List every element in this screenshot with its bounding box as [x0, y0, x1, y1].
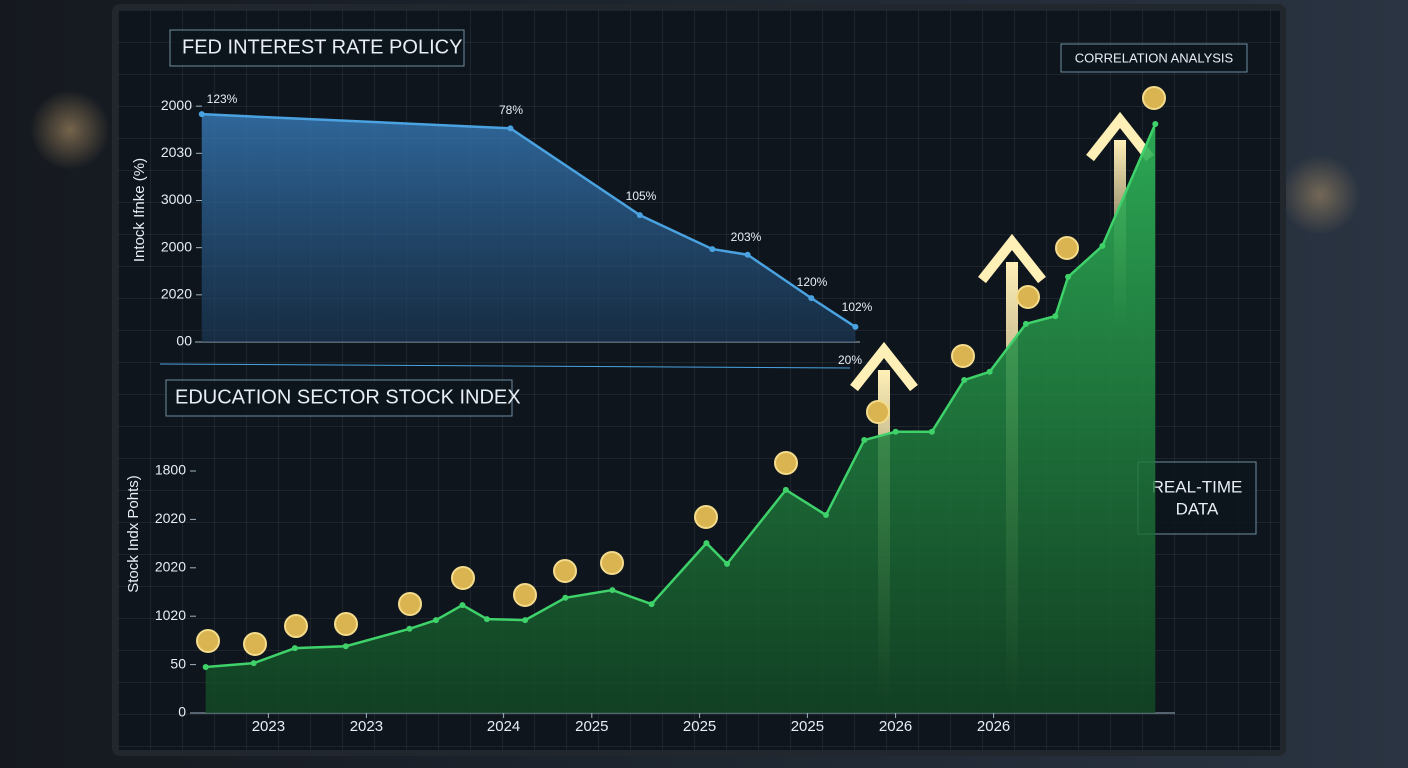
coin	[284, 614, 308, 638]
x-tick-label: 2024	[487, 718, 520, 735]
data-point	[961, 377, 968, 384]
data-point	[432, 617, 439, 624]
coin	[600, 551, 624, 575]
coin	[553, 559, 577, 583]
chart-title: EDUCATION SECTOR STOCK INDEX	[175, 386, 521, 408]
y-axis-label: Stock Indx Pohts)	[125, 475, 142, 593]
data-point	[808, 295, 815, 302]
panel-label: CORRELATION ANALYSIS	[1075, 50, 1234, 65]
annotation: 20%	[838, 353, 862, 367]
data-point	[709, 246, 716, 253]
data-point	[291, 645, 298, 652]
label-box	[1137, 461, 1257, 535]
title-box	[165, 379, 513, 417]
y-tick-label: 1800	[155, 462, 186, 478]
x-tick-label: 2023	[350, 718, 383, 735]
data-point	[724, 560, 731, 567]
data-point	[342, 643, 349, 650]
data-point	[852, 323, 859, 330]
data-point	[1022, 320, 1029, 327]
panel-label: REAL-TIME	[1152, 477, 1243, 496]
coin	[1142, 86, 1166, 110]
chart-title: FED INTEREST RATE POLICY	[182, 36, 462, 58]
y-tick-label: 2020	[155, 559, 186, 575]
data-point	[861, 437, 868, 444]
y-tick-label: 2030	[161, 144, 192, 160]
data-point	[1065, 273, 1072, 280]
y-tick-label: 00	[176, 333, 192, 349]
x-tick-label: 2025	[575, 718, 608, 735]
data-point	[892, 428, 899, 435]
coin	[451, 566, 475, 590]
data-point	[522, 617, 529, 624]
coin	[774, 451, 798, 475]
coin	[694, 505, 718, 529]
data-point	[782, 486, 789, 493]
data-point	[986, 368, 993, 375]
annotation: 203%	[731, 230, 762, 244]
y-tick-label: 2000	[161, 238, 192, 254]
data-point	[703, 540, 710, 547]
x-tick-label: 2023	[252, 718, 285, 735]
data-point	[928, 428, 935, 435]
coin	[1016, 285, 1040, 309]
data-point	[1099, 242, 1106, 249]
y-tick-label: 2020	[155, 510, 186, 526]
annotation: 102%	[842, 300, 873, 314]
data-point	[744, 251, 751, 258]
y-tick-label: 1020	[155, 607, 186, 623]
y-tick-label: 2020	[161, 286, 192, 302]
separator	[159, 363, 851, 369]
x-tick-label: 2026	[879, 718, 912, 735]
coin	[334, 612, 358, 636]
y-tick-label: 50	[170, 655, 186, 671]
data-point	[562, 594, 569, 601]
coin	[866, 400, 890, 424]
glow-arrow-head	[1086, 111, 1154, 162]
annotation: 105%	[626, 189, 657, 203]
data-point	[609, 587, 616, 594]
coin	[243, 632, 267, 656]
panel-label: DATA	[1176, 499, 1219, 518]
line	[205, 123, 1157, 669]
data-point	[823, 512, 830, 519]
x-tick-label: 2025	[683, 718, 716, 735]
label-box	[1060, 43, 1248, 73]
x-tick-label: 2026	[977, 718, 1010, 735]
data-point	[483, 616, 490, 623]
data-point	[507, 125, 514, 132]
glow-arrow-head	[850, 341, 918, 392]
annotation: 123%	[207, 92, 238, 106]
area-fill	[205, 123, 1156, 714]
annotation: 78%	[499, 103, 523, 117]
data-point	[406, 625, 413, 632]
area-fill	[201, 114, 856, 342]
data-point	[648, 601, 655, 608]
data-point	[1152, 120, 1159, 127]
coin	[951, 344, 975, 368]
data-point	[202, 664, 209, 671]
data-point	[459, 602, 466, 609]
data-point	[636, 212, 643, 219]
glow-arrow-head	[978, 233, 1046, 284]
y-tick-label: 0	[178, 704, 186, 720]
coin	[513, 583, 537, 607]
coin	[196, 629, 220, 653]
y-axis-label: Intock Ifnke (%)	[131, 158, 148, 262]
title-box	[169, 29, 465, 67]
annotation: 120%	[797, 275, 828, 289]
data-point	[250, 660, 257, 667]
y-tick-label: 2000	[161, 97, 192, 113]
data-point	[198, 111, 205, 118]
coin	[1055, 236, 1079, 260]
y-tick-label: 3000	[161, 191, 192, 207]
coin	[398, 592, 422, 616]
data-point	[1052, 313, 1059, 320]
x-tick-label: 2025	[791, 718, 824, 735]
